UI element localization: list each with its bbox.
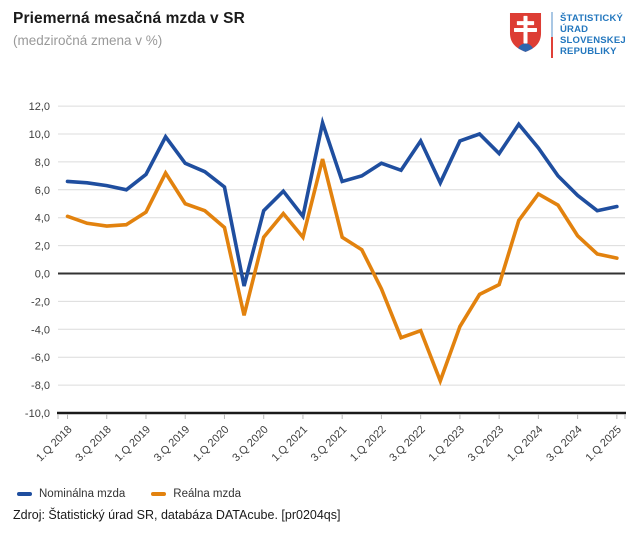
svg-text:1.Q 2018: 1.Q 2018 [34, 424, 74, 464]
legend-item-nominal: Nominálna mzda [17, 488, 125, 500]
logo-line-2: ÚRAD [560, 23, 589, 35]
legend-label-real: Reálna mzda [173, 488, 242, 500]
source-note: Zdroj: Štatistický úrad SR, databáza DAT… [13, 508, 341, 522]
logo-separator [551, 11, 553, 58]
susr-logo: ŠTATISTICKÝ ÚRAD SLOVENSKEJ REPUBLIKY [507, 9, 626, 60]
svg-text:2,0: 2,0 [35, 241, 50, 253]
chart-area: 12,0 10,0 8,0 6,0 4,0 2,0 0,0 -2,0 -4,0 -6,0 -8,0 -… [0, 88, 640, 480]
page-subtitle: (medziročná zmena v %) [13, 33, 163, 48]
svg-text:8,0: 8,0 [35, 157, 50, 169]
line-chart: 12,0 10,0 8,0 6,0 4,0 2,0 0,0 -2,0 -4,0 -6,0 -8,0 -… [25, 101, 626, 464]
svg-text:1.Q 2024: 1.Q 2024 [505, 424, 545, 464]
svg-text:1.Q 2022: 1.Q 2022 [348, 424, 388, 464]
svg-text:12,0: 12,0 [29, 101, 50, 113]
svg-text:3.Q 2022: 3.Q 2022 [387, 424, 427, 464]
svg-text:1.Q 2023: 1.Q 2023 [427, 424, 467, 464]
svg-text:4,0: 4,0 [35, 213, 50, 225]
legend-marker-nominal-icon [17, 492, 32, 496]
svg-text:-2,0: -2,0 [31, 296, 50, 308]
logo-line-1: ŠTATISTICKÝ [560, 12, 624, 24]
svg-text:1.Q 2020: 1.Q 2020 [191, 424, 231, 464]
svg-text:-10,0: -10,0 [25, 408, 50, 420]
chart-legend: Nominálna mzda Reálna mzda [17, 488, 267, 500]
svg-text:3.Q 2019: 3.Q 2019 [152, 424, 192, 464]
svg-text:3.Q 2024: 3.Q 2024 [544, 424, 584, 464]
page-title: Priemerná mesačná mzda v SR [13, 10, 245, 27]
svg-text:-6,0: -6,0 [31, 352, 50, 364]
svg-text:3.Q 2018: 3.Q 2018 [73, 424, 113, 464]
logo-text: ŠTATISTICKÝ ÚRAD SLOVENSKEJ REPUBLIKY [560, 13, 626, 57]
svg-text:3.Q 2023: 3.Q 2023 [466, 424, 506, 464]
svg-text:10,0: 10,0 [29, 129, 50, 141]
legend-item-real: Reálna mzda [151, 488, 241, 500]
logo-line-4: REPUBLIKY [560, 45, 617, 57]
svg-text:0,0: 0,0 [35, 269, 50, 281]
legend-marker-real-icon [151, 492, 167, 496]
logo-line-3: SLOVENSKEJ [560, 34, 626, 46]
svg-text:-8,0: -8,0 [31, 380, 50, 392]
chart-header: Priemerná mesačná mzda v SR (medziročná … [13, 10, 245, 48]
svg-text:1.Q 2021: 1.Q 2021 [270, 424, 310, 464]
svg-text:6,0: 6,0 [35, 185, 50, 197]
svg-text:1.Q 2019: 1.Q 2019 [113, 424, 153, 464]
svg-text:1.Q 2025: 1.Q 2025 [583, 424, 623, 464]
svg-text:3.Q 2020: 3.Q 2020 [230, 424, 270, 464]
svg-text:-4,0: -4,0 [31, 324, 50, 336]
svg-text:3.Q 2021: 3.Q 2021 [309, 424, 349, 464]
slovak-coat-of-arms-icon [507, 9, 544, 60]
legend-label-nominal: Nominálna mzda [39, 488, 126, 500]
